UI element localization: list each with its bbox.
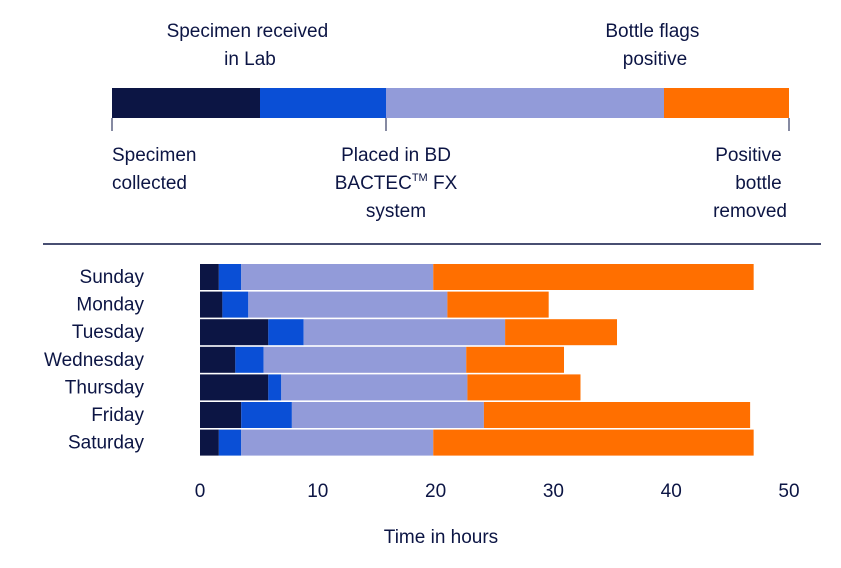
label-specimen-received: Specimen received in Lab bbox=[167, 21, 334, 70]
x-tick-label: 40 bbox=[661, 481, 682, 502]
y-tick-label: Sunday bbox=[80, 267, 145, 288]
bar-segment-monday-3 bbox=[248, 291, 448, 318]
bar-segment-friday-4 bbox=[483, 402, 751, 428]
y-tick-label: Tuesday bbox=[72, 322, 145, 343]
bar-segment-saturday-2 bbox=[218, 429, 242, 456]
x-tick-label: 30 bbox=[543, 481, 564, 502]
bar-segment-monday-2 bbox=[222, 291, 249, 318]
bar-segment-saturday-4 bbox=[433, 429, 754, 456]
bar-segment-tuesday-4 bbox=[505, 319, 618, 346]
timeline-segment-flag-to-removed bbox=[664, 88, 789, 118]
x-axis-ticks: 0 10 20 30 40 50 bbox=[195, 481, 800, 502]
bar-segment-sunday-1 bbox=[200, 264, 219, 290]
bar-segment-monday-1 bbox=[200, 291, 223, 318]
x-tick-label: 0 bbox=[195, 481, 206, 502]
timeline-segment-received-to-placed bbox=[260, 88, 386, 118]
bar-segment-monday-4 bbox=[447, 291, 549, 318]
bar-segment-sunday-4 bbox=[433, 264, 754, 290]
bar-segment-thursday-1 bbox=[200, 374, 269, 401]
x-axis-title: Time in hours bbox=[384, 527, 498, 548]
bar-segment-sunday-3 bbox=[241, 264, 434, 290]
y-tick-label: Monday bbox=[76, 295, 144, 316]
label-placed-in-bd-line3: system bbox=[366, 201, 426, 222]
bar-segment-sunday-2 bbox=[218, 264, 242, 290]
y-tick-label: Wednesday bbox=[44, 350, 144, 371]
x-tick-label: 10 bbox=[307, 481, 328, 502]
bar-segment-tuesday-2 bbox=[268, 319, 304, 346]
label-placed-in-bd-line2: BACTECTM FX bbox=[335, 172, 458, 194]
bar-segment-wednesday-4 bbox=[466, 346, 565, 373]
bar-segment-tuesday-3 bbox=[303, 319, 506, 346]
label-specimen-collected: Specimen collected bbox=[112, 145, 202, 194]
bar-chart bbox=[200, 264, 754, 456]
bar-segment-wednesday-3 bbox=[263, 346, 467, 373]
x-tick-label: 50 bbox=[778, 481, 799, 502]
bar-segment-saturday-1 bbox=[200, 429, 219, 456]
label-placed-in-bd: Placed in BD bbox=[341, 145, 451, 166]
bar-segment-friday-2 bbox=[241, 402, 292, 428]
bar-segment-thursday-2 bbox=[268, 374, 282, 401]
timeline-segment-collected-to-received bbox=[112, 88, 260, 118]
y-tick-label: Friday bbox=[91, 405, 144, 426]
x-tick-label: 20 bbox=[425, 481, 446, 502]
timeline-segment-placed-to-flag bbox=[386, 88, 664, 118]
y-axis-labels: Sunday Monday Tuesday Wednesday Thursday Frid… bbox=[44, 267, 144, 454]
bar-segment-friday-3 bbox=[291, 402, 484, 428]
y-tick-label: Saturday bbox=[68, 433, 145, 454]
bar-segment-saturday-3 bbox=[241, 429, 434, 456]
bar-segment-wednesday-2 bbox=[235, 346, 264, 373]
y-tick-label: Thursday bbox=[65, 377, 145, 398]
bar-segment-thursday-4 bbox=[467, 374, 581, 401]
timeline-diagram: Specimen received in Lab Bottle flags po… bbox=[111, 21, 790, 222]
bar-segment-friday-1 bbox=[200, 402, 242, 428]
bar-segment-tuesday-1 bbox=[200, 319, 269, 346]
bar-segment-wednesday-1 bbox=[200, 346, 236, 373]
label-positive-removed: Positive bottle removed bbox=[713, 145, 787, 222]
bar-segment-thursday-3 bbox=[281, 374, 468, 401]
label-bottle-flags: Bottle flags positive bbox=[605, 21, 704, 70]
